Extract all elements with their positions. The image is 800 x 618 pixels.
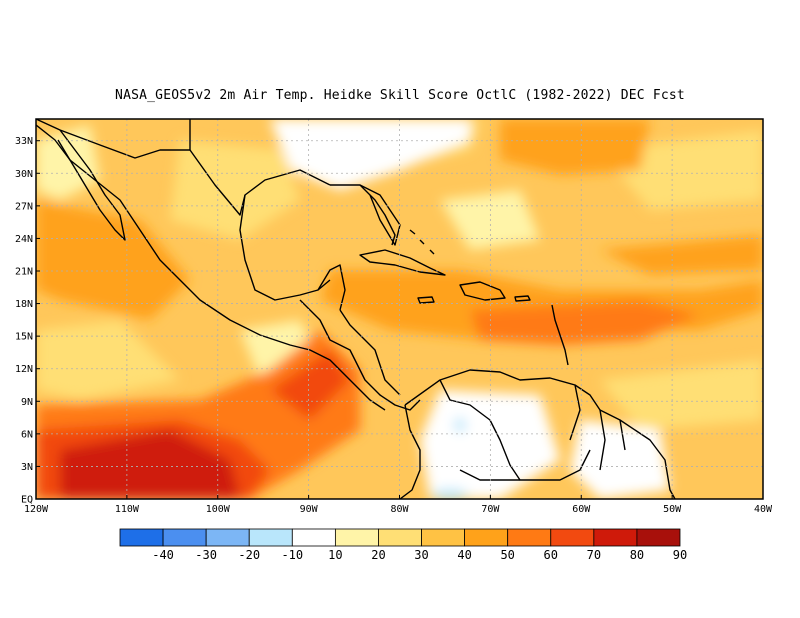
colorbar-label: 20	[371, 548, 385, 562]
lat-tick-label: 33N	[15, 136, 33, 147]
colorbar-label: -30	[195, 548, 217, 562]
colorbar-swatch	[205, 528, 250, 547]
colorbar-label: -10	[281, 548, 303, 562]
lat-tick-label: 9N	[21, 397, 33, 408]
lon-tick-label: 50W	[663, 504, 682, 515]
lat-tick-label: 3N	[21, 462, 33, 473]
lat-tick-label: 24N	[15, 234, 33, 245]
lon-tick-label: 40W	[754, 504, 773, 515]
lat-tick-label: EQ	[21, 495, 33, 506]
colorbar-swatch	[334, 528, 379, 547]
colorbar-swatch	[248, 528, 293, 547]
colorbar-label: 70	[587, 548, 601, 562]
colorbar-label: 80	[630, 548, 644, 562]
latitude-axis: EQ 3N 6N 9N 12N 15N 18N 21N 24N 27N 30N 33N	[15, 136, 40, 506]
lat-tick-label: 12N	[15, 364, 33, 375]
colorbar-label: -20	[238, 548, 260, 562]
lon-tick-label: 110W	[115, 504, 140, 515]
colorbar-label: 60	[544, 548, 558, 562]
lat-tick-label: 21N	[15, 267, 33, 278]
lat-tick-label: 18N	[15, 299, 33, 310]
lon-tick-label: 70W	[481, 504, 500, 515]
colorbar-label: 10	[328, 548, 342, 562]
colorbar-swatch	[593, 528, 638, 547]
lat-tick-label: 15N	[15, 332, 33, 343]
colorbar-label: 40	[457, 548, 471, 562]
lon-tick-label: 60W	[572, 504, 591, 515]
lat-tick-label: 6N	[21, 429, 33, 440]
colorbar-swatch	[421, 528, 466, 547]
longitude-axis: 120W 110W 100W 90W 80W 70W 60W 50W 40W	[24, 495, 773, 515]
colorbar-label: 90	[673, 548, 687, 562]
colorbar-swatch	[162, 528, 207, 547]
colorbar-label: -40	[152, 548, 174, 562]
lon-tick-label: 100W	[206, 504, 231, 515]
lon-tick-label: 90W	[300, 504, 319, 515]
colorbar: -40 -30 -20 -10 10 20 30 40 50 60 70 80 90	[119, 528, 687, 562]
lat-tick-label: 27N	[15, 201, 33, 212]
colorbar-label: 30	[414, 548, 428, 562]
map-title: NASA_GEOS5v2 2m Air Temp. Heidke Skill S…	[115, 88, 685, 103]
colorbar-swatch	[507, 528, 552, 547]
colorbar-label: 50	[500, 548, 514, 562]
lon-tick-label: 120W	[24, 504, 49, 515]
grid-lines	[36, 119, 763, 499]
colorbar-swatch	[291, 528, 336, 547]
colorbar-swatch	[119, 528, 164, 547]
lon-tick-label: 80W	[390, 504, 409, 515]
lat-tick-label: 30N	[15, 169, 33, 180]
colorbar-swatch	[378, 528, 422, 547]
colorbar-swatch	[464, 528, 509, 547]
colorbar-swatch	[636, 528, 681, 547]
colorbar-swatch	[550, 528, 595, 547]
